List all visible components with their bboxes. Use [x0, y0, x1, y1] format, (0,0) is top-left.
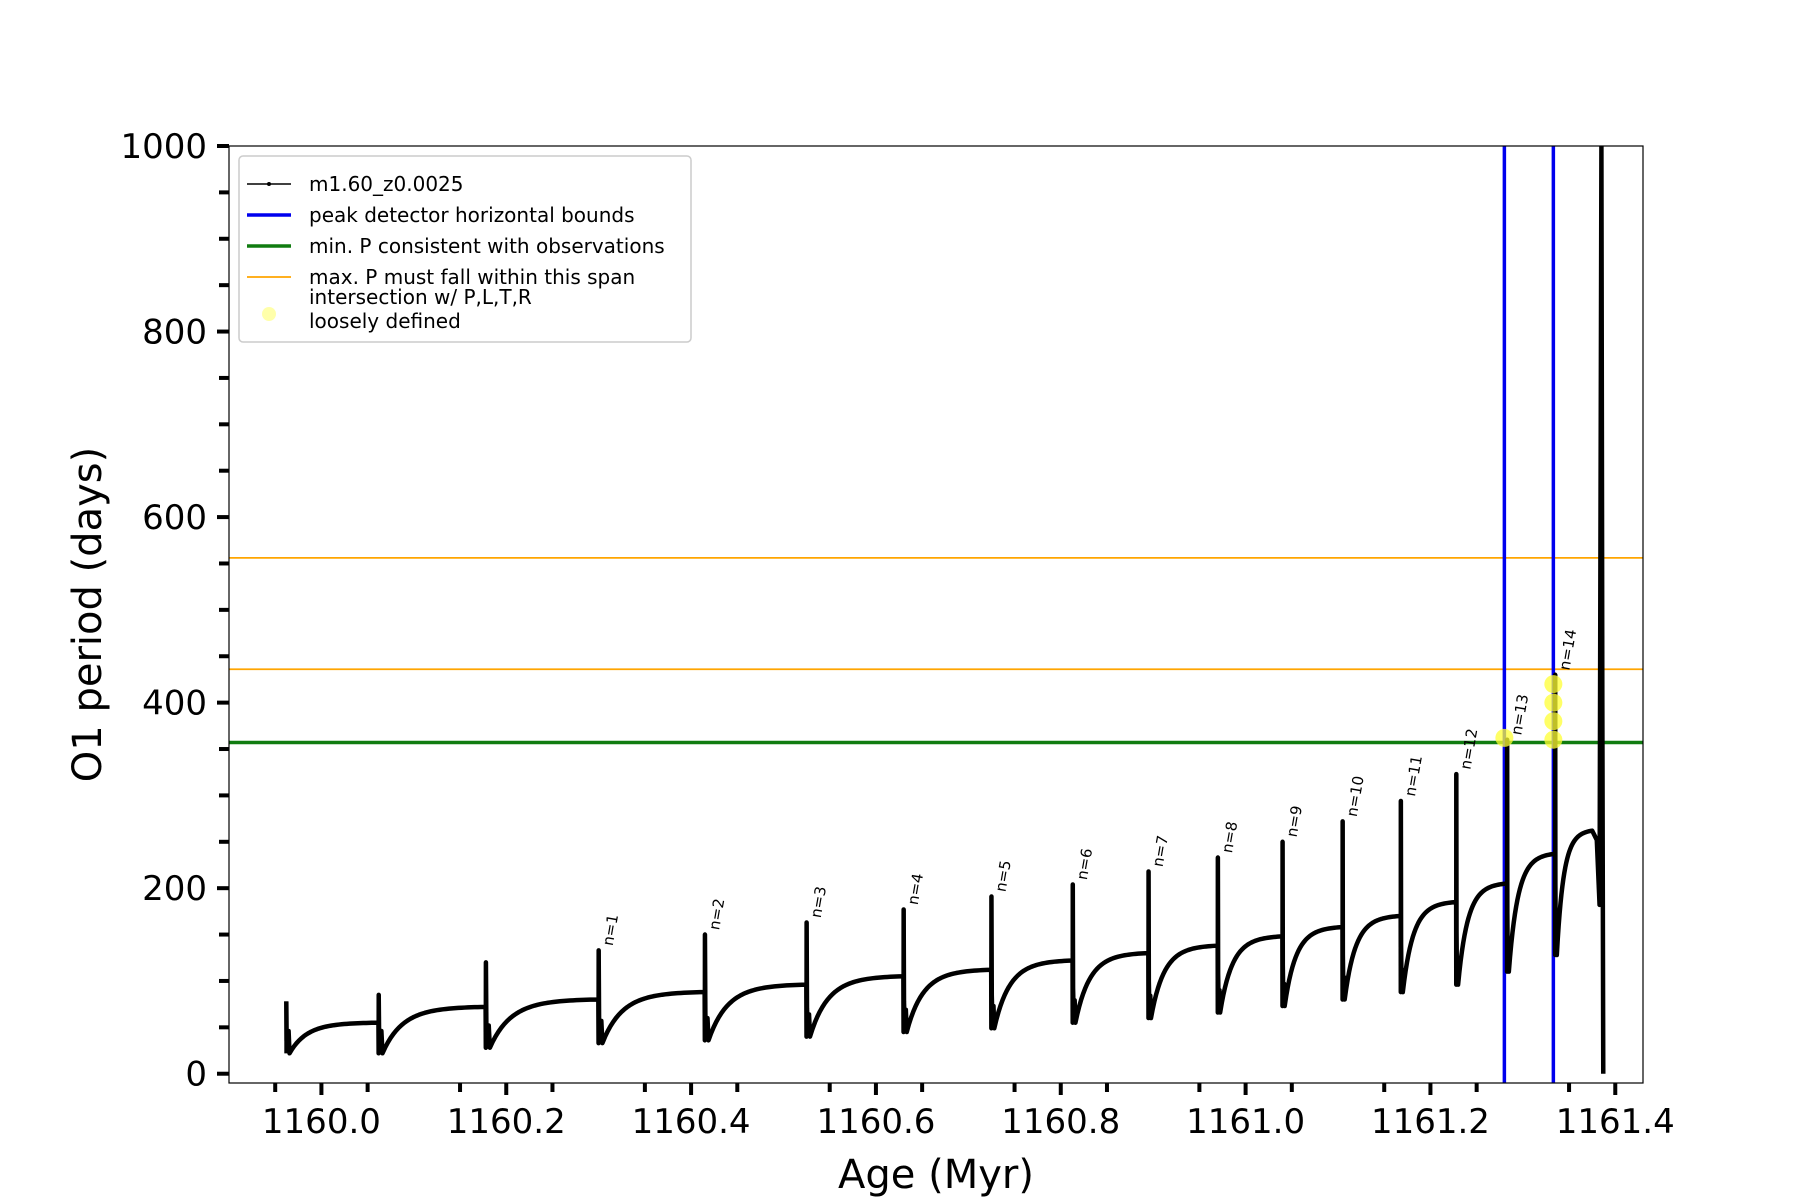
peak-label-14: n=14 [1555, 628, 1580, 672]
legend-label-5: intersection w/ P,L,T,R loosely defined [309, 285, 532, 333]
peak-label-11: n=11 [1401, 754, 1426, 798]
peak-label-2: n=2 [705, 897, 728, 931]
plot-frame [228, 145, 1644, 1084]
peak-label-4: n=4 [904, 872, 927, 906]
y-tick-label-1: 0 [185, 1055, 207, 1095]
peak-label-12: n=12 [1457, 727, 1482, 771]
x-tick-label-8: 1161.4 [1556, 1102, 1675, 1142]
y-tick-label-3: 400 [142, 684, 207, 724]
legend-label-line: min. P consistent with observations [309, 234, 665, 258]
intersection-point-5 [1544, 675, 1563, 694]
y-tick-label-5: 800 [142, 313, 207, 353]
y-tick-label-4: 600 [142, 498, 207, 538]
peak-label-6: n=6 [1073, 847, 1096, 881]
legend-marker-1 [267, 182, 271, 186]
x-tick-label-5: 1160.8 [1001, 1102, 1120, 1142]
peak-label-10: n=10 [1343, 774, 1368, 818]
x-tick-label-6: 1161.0 [1186, 1102, 1305, 1142]
peak-label-1: n=1 [599, 913, 622, 947]
intersection-point-4 [1544, 693, 1563, 712]
legend-label-line: loosely defined [309, 309, 461, 333]
guide-lines [229, 146, 1643, 1083]
peak-label-5: n=5 [992, 859, 1015, 893]
legend-label-line: m1.60_z0.0025 [309, 172, 464, 196]
y-axis-label: O1 period (days) [65, 447, 111, 782]
x-tick-label-4: 1160.6 [816, 1102, 935, 1142]
x-tick-label-3: 1160.4 [632, 1102, 751, 1142]
y-tick-label-2: 200 [142, 869, 207, 909]
legend-label-4: max. P must fall within this span [309, 265, 635, 289]
intersection-point-3 [1544, 712, 1563, 731]
peak-label-3: n=3 [807, 885, 830, 919]
intersection-point-1 [1495, 728, 1514, 747]
legend-label-line: max. P must fall within this span [309, 265, 635, 289]
peak-label-7: n=7 [1149, 834, 1172, 868]
series-layer [284, 146, 1606, 1074]
legend-label-2: peak detector horizontal bounds [309, 203, 635, 227]
legend-label-line: intersection w/ P,L,T,R [309, 285, 532, 309]
x-tick-label-2: 1160.2 [447, 1102, 566, 1142]
series-line [284, 146, 1606, 1074]
axes: 1160.0 1160.2 1160.4 1160.6 1160.8 1161.0 1161… [120, 127, 1674, 1142]
peak-label-8: n=8 [1218, 820, 1241, 854]
x-tick-label-1: 1160.0 [262, 1102, 381, 1142]
legend-label-line: peak detector horizontal bounds [309, 203, 635, 227]
peak-label-13: n=13 [1507, 693, 1532, 737]
intersection-points [1495, 675, 1563, 749]
intersection-point-2 [1544, 730, 1563, 749]
x-axis-label: Age (Myr) [838, 1152, 1034, 1198]
legend-label-1: m1.60_z0.0025 [309, 172, 464, 196]
legend-box [238, 155, 692, 343]
legend-swatch-5 [262, 307, 276, 321]
y-tick-label-6: 1000 [120, 127, 207, 167]
peak-label-9: n=9 [1283, 804, 1306, 838]
legend-label-3: min. P consistent with observations [309, 234, 665, 258]
x-tick-label-7: 1161.2 [1371, 1102, 1490, 1142]
peak-labels: n=1 n=2 n=3 n=4 n=5 n=6 n=7 n=8 n=9 n=10 n=11 n=12 n… [599, 628, 1580, 947]
